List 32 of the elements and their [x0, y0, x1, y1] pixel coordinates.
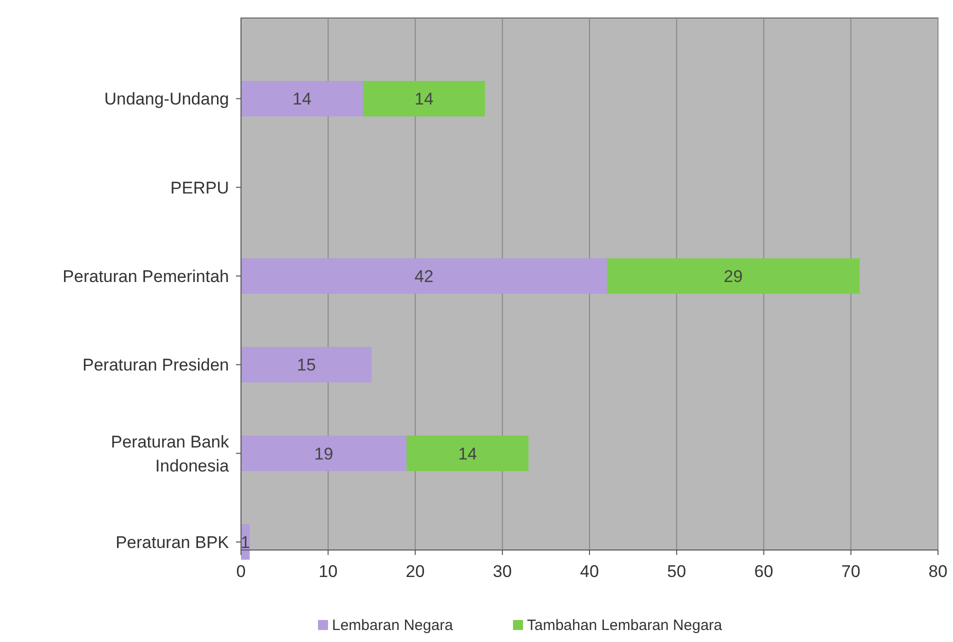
x-tick-label: 80	[928, 562, 948, 581]
y-tick-label: Undang-Undang	[104, 90, 229, 109]
x-tick-label: 70	[841, 562, 860, 581]
x-tick-label: 30	[492, 562, 512, 581]
legend-label: Tambahan Lembaran Negara	[527, 617, 723, 634]
y-tick-label: Peraturan Pemerintah	[62, 267, 229, 286]
x-tick-label: 10	[318, 562, 338, 581]
legend-label: Lembaran Negara	[332, 617, 454, 634]
x-tick-label: 0	[236, 562, 246, 581]
bar	[241, 346, 372, 382]
data-label: 14	[292, 90, 312, 109]
y-tick-label: PERPU	[170, 178, 229, 198]
y-tick-label: Peraturan Presiden	[82, 356, 229, 375]
x-tick-label: 50	[667, 562, 686, 581]
y-tick-label: Peraturan BPK	[116, 533, 230, 552]
x-tick-label: 60	[754, 562, 774, 581]
y-tick-label: Peraturan Bank Indonesia	[110, 432, 230, 476]
x-tick-label: 20	[406, 562, 425, 581]
bar	[406, 436, 529, 472]
data-label: 15	[296, 356, 316, 375]
bar	[606, 258, 860, 294]
data-label: 29	[724, 267, 743, 286]
bar	[362, 80, 485, 116]
bar	[241, 436, 407, 472]
x-tick-label: 40	[580, 562, 599, 581]
data-label: 1	[240, 533, 250, 552]
bar	[241, 258, 607, 294]
data-label: 14	[458, 444, 477, 464]
bar	[241, 80, 363, 116]
data-label: 42	[414, 267, 434, 286]
data-label: 19	[314, 444, 334, 464]
data-label: 14	[414, 90, 434, 109]
